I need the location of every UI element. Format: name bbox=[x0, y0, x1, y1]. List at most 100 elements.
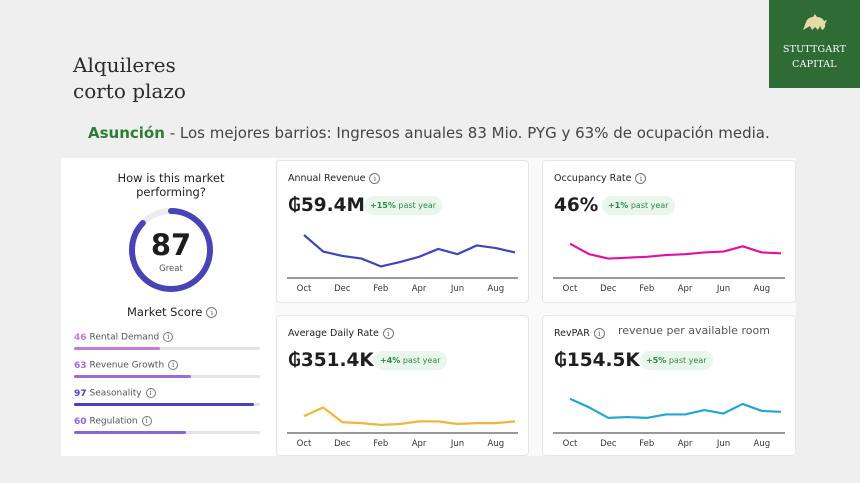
card-note: revenue per available room bbox=[618, 324, 770, 337]
card-value: 46% bbox=[554, 195, 599, 216]
info-icon[interactable]: i bbox=[145, 388, 156, 398]
card-title: Occupancy Rate i bbox=[554, 173, 647, 184]
metric-seasonality: 97 Seasonality i bbox=[74, 388, 260, 406]
metric-value: 60 bbox=[74, 416, 87, 427]
score-gauge bbox=[129, 208, 213, 292]
metric-row: 60 Regulation i bbox=[74, 416, 260, 427]
change-badge: +5% past year bbox=[640, 351, 713, 370]
x-tick-label: Feb bbox=[639, 439, 654, 449]
card-value: ₲154.5K bbox=[554, 350, 640, 371]
logo-line2: CAPITAL bbox=[792, 59, 837, 70]
sparkline-chart: Oct Dec Feb Apr Jun Aug bbox=[287, 234, 518, 294]
metric-value: 63 bbox=[74, 360, 87, 371]
card-value: ₲351.4K bbox=[288, 350, 374, 371]
info-icon[interactable]: i bbox=[141, 416, 152, 426]
chart-series-line bbox=[303, 406, 516, 426]
page-title-line1: Alquileres bbox=[73, 53, 176, 77]
stuttgart-capital-logo: STUTTGART CAPITAL bbox=[769, 0, 860, 88]
change-label: past year bbox=[400, 356, 441, 365]
info-icon[interactable]: i bbox=[635, 173, 647, 184]
metric-label: Rental Demand bbox=[89, 332, 160, 343]
x-tick-label: Feb bbox=[373, 284, 388, 294]
change-badge: +4% past year bbox=[374, 351, 447, 370]
card-title-text: RevPAR bbox=[554, 328, 590, 339]
x-tick-label: Apr bbox=[412, 439, 427, 449]
score-value: 87 bbox=[150, 228, 192, 262]
x-tick-label: Dec bbox=[334, 284, 351, 294]
metric-row: 63 Revenue Growth i bbox=[74, 360, 260, 371]
metric-fill bbox=[74, 430, 186, 434]
info-icon[interactable]: i bbox=[369, 173, 381, 184]
card-revpar[interactable]: RevPAR i revenue per available room ₲154.5K… bbox=[542, 315, 796, 456]
x-tick-label: Apr bbox=[412, 284, 427, 294]
x-tick-label: Oct bbox=[563, 284, 578, 294]
change-label: past year bbox=[395, 201, 437, 210]
x-tick-label: Aug bbox=[754, 439, 771, 449]
x-tick-label: Jun bbox=[450, 284, 464, 294]
info-icon[interactable]: i bbox=[206, 307, 218, 318]
sparkline-chart: Oct Dec Feb Apr Jun Aug bbox=[553, 397, 785, 449]
card-average-daily-rate[interactable]: Average Daily Rate i ₲351.4K +4% past year O… bbox=[276, 315, 529, 456]
metric-track bbox=[74, 374, 260, 378]
chart-series-line bbox=[569, 397, 782, 420]
card-title: RevPAR i bbox=[554, 328, 605, 339]
market-question-line2: performing? bbox=[136, 185, 206, 199]
x-tick-label: Dec bbox=[600, 439, 617, 449]
metric-label: Regulation bbox=[89, 416, 138, 427]
x-tick-label: Dec bbox=[334, 439, 351, 449]
card-title-text: Occupancy Rate bbox=[554, 173, 632, 184]
x-tick-label: Jun bbox=[450, 439, 464, 449]
change-label: past year bbox=[666, 356, 707, 365]
metric-track bbox=[74, 346, 260, 350]
metric-fill bbox=[74, 374, 192, 378]
change-value: +4% bbox=[380, 356, 401, 365]
x-tick-label: Aug bbox=[754, 284, 771, 294]
market-score-column: How is this market performing? 87 Great … bbox=[61, 158, 275, 456]
metric-revenue-growth: 63 Revenue Growth i bbox=[74, 360, 260, 378]
metric-regulation: 60 Regulation i bbox=[74, 416, 260, 434]
x-tick-label: Jun bbox=[716, 439, 730, 449]
chart-series-line bbox=[303, 234, 516, 268]
logo-line1: STUTTGART bbox=[782, 44, 847, 55]
chart-series-line bbox=[569, 242, 782, 260]
card-value: ₲59.4M bbox=[288, 195, 365, 216]
card-occupancy-rate[interactable]: Occupancy Rate i 46% +1% past year Oct Dec Feb… bbox=[542, 160, 796, 303]
x-tick-label: Aug bbox=[488, 439, 505, 449]
lion-icon bbox=[802, 14, 827, 30]
subtitle-city: Asunción bbox=[88, 124, 165, 142]
info-icon[interactable]: i bbox=[593, 328, 605, 339]
x-tick-label: Oct bbox=[297, 284, 312, 294]
market-score-label: Market Score i bbox=[127, 305, 218, 319]
info-icon[interactable]: i bbox=[382, 328, 394, 339]
card-title-text: Annual Revenue bbox=[288, 173, 366, 184]
x-tick-label: Dec bbox=[600, 284, 617, 294]
sparkline-chart: Oct Dec Feb Apr Jun Aug bbox=[287, 406, 518, 449]
change-value: +1% bbox=[608, 201, 629, 210]
metric-track bbox=[74, 430, 260, 434]
x-tick-label: Apr bbox=[678, 439, 693, 449]
x-tick-label: Oct bbox=[297, 439, 312, 449]
metric-fill bbox=[74, 346, 160, 350]
metric-value: 46 bbox=[74, 332, 87, 343]
change-badge: +15% past year bbox=[364, 196, 443, 215]
x-tick-label: Feb bbox=[639, 284, 654, 294]
info-icon[interactable]: i bbox=[163, 332, 174, 342]
change-label: past year bbox=[628, 201, 669, 210]
x-tick-label: Jun bbox=[716, 284, 730, 294]
card-annual-revenue[interactable]: Annual Revenue i ₲59.4M +15% past year Oct De… bbox=[276, 160, 529, 303]
x-tick-label: Aug bbox=[488, 284, 505, 294]
metric-row: 46 Rental Demand i bbox=[74, 332, 260, 343]
market-score-text: Market Score bbox=[127, 305, 203, 319]
change-value: +5% bbox=[646, 356, 667, 365]
metric-fill bbox=[74, 402, 255, 406]
x-tick-label: Oct bbox=[563, 439, 578, 449]
subtitle-text: - Los mejores barrios: Ingresos anuales … bbox=[164, 124, 770, 142]
info-icon[interactable]: i bbox=[168, 360, 179, 370]
metric-track bbox=[74, 402, 260, 406]
x-tick-label: Apr bbox=[678, 284, 693, 294]
page-title: Alquileres corto plazo bbox=[73, 52, 186, 104]
change-value: +15% bbox=[370, 201, 396, 210]
x-tick-label: Feb bbox=[373, 439, 388, 449]
score-label: Great bbox=[159, 264, 183, 274]
metric-row: 97 Seasonality i bbox=[74, 388, 260, 399]
